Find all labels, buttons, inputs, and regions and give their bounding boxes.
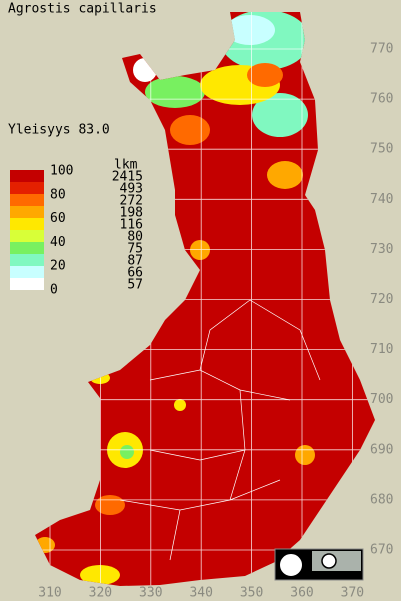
- legend-count: 198: [120, 206, 143, 221]
- northing-label: 700: [370, 392, 393, 407]
- cc-icon: [278, 552, 304, 578]
- easting-label: 360: [290, 586, 313, 601]
- legend-count: 2415: [112, 170, 143, 185]
- easting-label: 370: [341, 586, 364, 601]
- legend-swatch: [10, 254, 44, 266]
- title: Agrostis capillaris: [8, 2, 157, 17]
- northing-label: 720: [370, 292, 393, 307]
- legend-count: 272: [120, 194, 143, 209]
- northing-label: 690: [370, 442, 393, 457]
- patch: [247, 63, 283, 87]
- northing-label: 770: [370, 42, 393, 57]
- legend-count: 75: [127, 242, 143, 257]
- legend-swatch: [10, 182, 44, 194]
- patch: [120, 445, 134, 459]
- easting-label: 330: [139, 586, 162, 601]
- patch: [225, 15, 275, 45]
- patch: [190, 240, 210, 260]
- legend-label: 100: [50, 164, 73, 179]
- legend-swatch: [10, 230, 44, 242]
- patch: [95, 495, 125, 515]
- patch: [252, 93, 308, 137]
- license-badge: [274, 548, 364, 581]
- easting-label: 320: [89, 586, 112, 601]
- northing-label: 680: [370, 492, 393, 507]
- frequency: Yleisyys 83.0: [8, 123, 110, 138]
- northing-label: 710: [370, 342, 393, 357]
- patch: [295, 445, 315, 465]
- easting-label: 340: [189, 586, 212, 601]
- northing-label: 760: [370, 92, 393, 107]
- legend-swatch: [10, 194, 44, 206]
- legend-swatch: [10, 242, 44, 254]
- by-icon: [321, 553, 337, 569]
- legend-label: 20: [50, 259, 66, 274]
- northing-label: 730: [370, 242, 393, 257]
- legend-count: 80: [127, 230, 143, 245]
- region-borders: [119, 299, 321, 561]
- easting-label: 310: [38, 586, 61, 601]
- legend-label: 80: [50, 187, 66, 202]
- legend-count: 57: [127, 278, 143, 293]
- legend-swatch: [10, 218, 44, 230]
- legend-count: 66: [127, 266, 143, 281]
- northing-label: 750: [370, 142, 393, 157]
- easting-label: 350: [240, 586, 263, 601]
- legend-header: lkm: [114, 158, 138, 173]
- legend-count: 87: [127, 254, 143, 269]
- patch: [170, 115, 210, 145]
- legend-swatch: [10, 206, 44, 218]
- patch: [145, 76, 205, 108]
- legend-swatch: [10, 170, 44, 182]
- legend-label: 0: [50, 283, 58, 298]
- legend-swatch: [10, 266, 44, 278]
- legend-count: 493: [120, 182, 143, 197]
- legend-swatch: [10, 278, 44, 290]
- patch: [174, 399, 186, 411]
- northing-label: 740: [370, 192, 393, 207]
- legend-label: 40: [50, 235, 66, 250]
- patch: [267, 161, 303, 189]
- legend-label: 60: [50, 211, 66, 226]
- legend-count: 116: [120, 218, 143, 233]
- northing-label: 670: [370, 543, 393, 558]
